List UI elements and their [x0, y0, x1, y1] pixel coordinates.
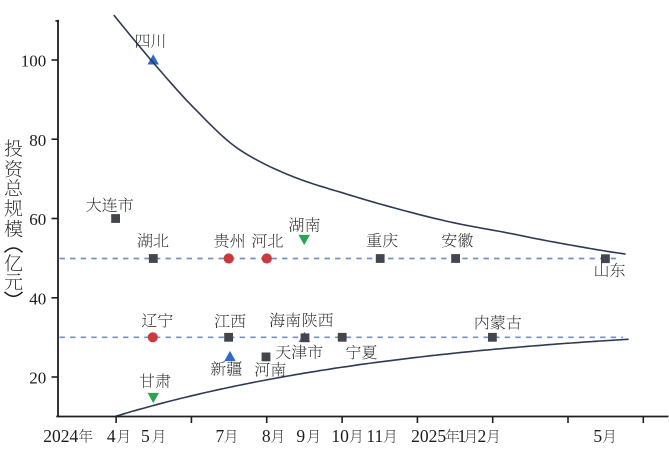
svg-text:7: 7 — [216, 426, 225, 446]
svg-text:8: 8 — [262, 426, 271, 446]
svg-text:2025: 2025 — [411, 426, 446, 446]
svg-text:60: 60 — [29, 210, 46, 229]
svg-text:4: 4 — [107, 426, 116, 446]
svg-text:40: 40 — [29, 289, 46, 308]
svg-text:9: 9 — [296, 426, 305, 446]
svg-text:10: 10 — [331, 426, 349, 446]
svg-text:1: 1 — [458, 426, 467, 446]
svg-text:5: 5 — [141, 426, 150, 446]
svg-text:20: 20 — [29, 369, 46, 388]
svg-text:100: 100 — [21, 52, 47, 71]
svg-text:5: 5 — [593, 426, 602, 446]
svg-text:2: 2 — [478, 426, 487, 446]
svg-text:11: 11 — [366, 426, 383, 446]
svg-text:80: 80 — [29, 131, 46, 150]
svg-text:2024: 2024 — [43, 426, 78, 446]
